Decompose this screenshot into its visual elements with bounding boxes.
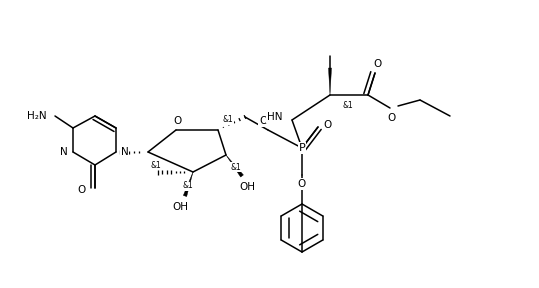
Text: OH: OH <box>172 202 188 212</box>
Text: O: O <box>373 59 381 69</box>
Text: O: O <box>298 179 306 189</box>
Polygon shape <box>183 172 193 196</box>
Polygon shape <box>328 68 331 95</box>
Text: &1: &1 <box>231 162 241 171</box>
Text: N: N <box>121 147 129 157</box>
Text: P: P <box>299 143 306 153</box>
Text: O: O <box>388 113 396 123</box>
Text: O: O <box>323 120 331 130</box>
Text: O: O <box>259 116 267 126</box>
Text: O: O <box>174 116 182 126</box>
Text: &1: &1 <box>343 101 354 109</box>
Text: O: O <box>78 185 86 195</box>
Text: N: N <box>60 147 68 157</box>
Text: HN: HN <box>266 112 282 122</box>
Polygon shape <box>226 155 244 177</box>
Text: &1: &1 <box>150 160 161 170</box>
Text: &1: &1 <box>223 115 233 124</box>
Text: &1: &1 <box>183 181 194 190</box>
Text: H₂N: H₂N <box>27 111 47 121</box>
Text: OH: OH <box>239 182 255 192</box>
